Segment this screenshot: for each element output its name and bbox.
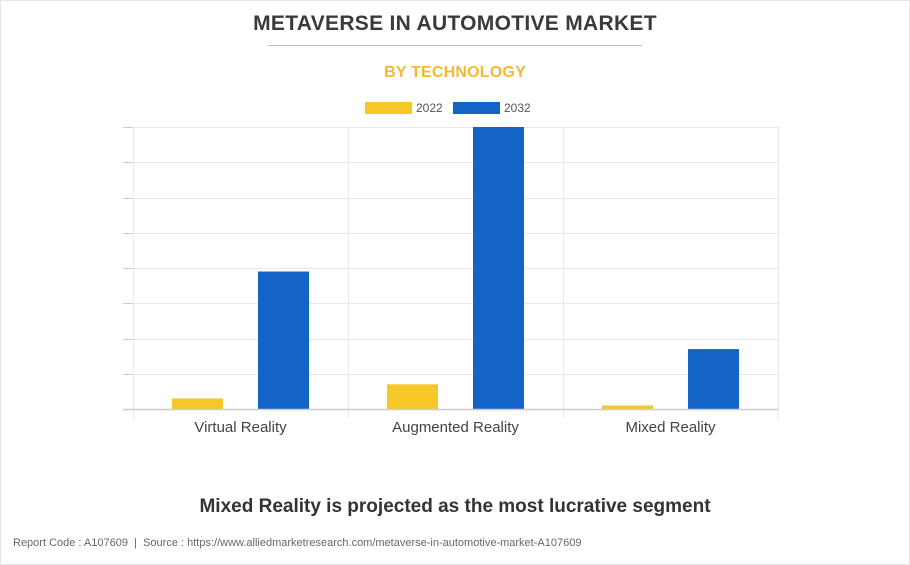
legend-label-2022: 2022	[416, 101, 443, 115]
title-divider	[268, 45, 642, 46]
legend-label-2032: 2032	[504, 101, 531, 115]
chart-title: METAVERSE IN AUTOMOTIVE MARKET	[253, 12, 657, 35]
bar-2032-2	[688, 349, 739, 409]
legend-swatch-2022	[365, 102, 412, 114]
footer-separator: |	[134, 537, 137, 549]
bar-2022-0	[172, 398, 223, 409]
report-code: Report Code : A107609	[13, 537, 128, 549]
legend-swatch-2032	[453, 102, 500, 114]
source-link[interactable]: Source : https://www.alliedmarketresearc…	[143, 537, 582, 549]
x-tick-label: Mixed Reality	[625, 419, 716, 436]
chart-subtitle: BY TECHNOLOGY	[384, 64, 526, 81]
chart-headline: Mixed Reality is projected as the most l…	[199, 496, 711, 517]
bar-2022-2	[602, 405, 653, 409]
bar-2032-1	[473, 127, 524, 409]
bar-2022-1	[387, 384, 438, 409]
bar-2032-0	[258, 271, 309, 409]
x-tick-label: Virtual Reality	[194, 419, 287, 436]
footer: Report Code : A107609 | Source : https:/…	[13, 537, 581, 549]
x-tick-label: Augmented Reality	[392, 419, 519, 436]
